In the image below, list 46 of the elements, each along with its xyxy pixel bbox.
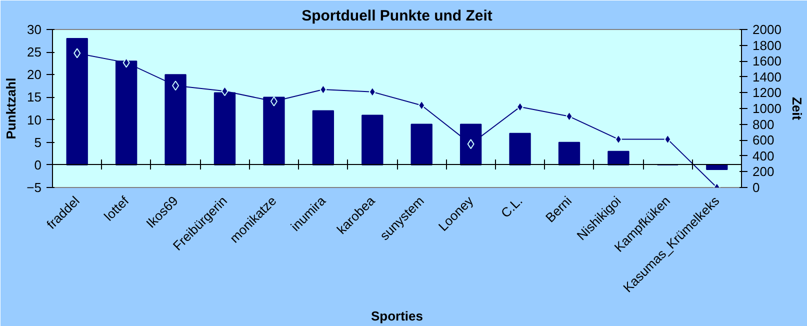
point: [368, 86, 376, 97]
y-tick-label: 10: [27, 112, 42, 128]
point: [74, 48, 81, 58]
y2-tick-label: 1600: [752, 54, 782, 69]
x-tick-label: C.L.: [498, 193, 526, 221]
bar: [608, 150, 630, 166]
x-axis-title: Sporties: [370, 308, 424, 324]
y2-tick-label: 800: [752, 116, 774, 132]
y-tick-label: 15: [27, 90, 42, 105]
y2-tick-label: 400: [752, 148, 774, 164]
y-tick-label: 30: [27, 22, 42, 37]
y-axis-title: Punktzahl: [4, 78, 19, 140]
point: [172, 80, 180, 91]
point: [614, 134, 622, 144]
bar: [410, 124, 432, 166]
bar: [362, 114, 384, 166]
chart-title: Sportduell Punkte und Zeit: [302, 8, 492, 24]
y2-tick-label: 1800: [752, 38, 782, 53]
y2-tick-label: 0: [752, 180, 760, 195]
y2-tick-label: 600: [752, 132, 774, 148]
bar: [509, 132, 531, 166]
point: [418, 100, 426, 110]
y-tick-label: 20: [27, 67, 42, 82]
bar: [312, 110, 334, 166]
bar: [263, 96, 285, 166]
point: [221, 86, 228, 96]
y2-tick-label: 1000: [752, 101, 782, 116]
bar: [558, 142, 580, 166]
point: [664, 134, 672, 144]
bar: [460, 124, 482, 166]
point: [122, 58, 130, 68]
y-tick-label: 5: [34, 134, 42, 150]
bar: [115, 60, 138, 166]
bar: [706, 164, 728, 170]
y2-tick-label: 1200: [752, 85, 782, 100]
y-tick-label: 25: [27, 44, 42, 60]
y2-tick-label: 1400: [752, 69, 782, 84]
y-tick-label: 0: [34, 157, 42, 172]
y-tick-label: −5: [26, 180, 42, 195]
y2-tick-label: 2000: [752, 22, 782, 37]
point: [516, 102, 524, 112]
point: [566, 111, 573, 122]
y2-tick-label: 200: [752, 164, 774, 180]
y2-axis-title: Zeit: [789, 96, 804, 121]
bar: [164, 74, 186, 166]
point: [270, 96, 278, 106]
